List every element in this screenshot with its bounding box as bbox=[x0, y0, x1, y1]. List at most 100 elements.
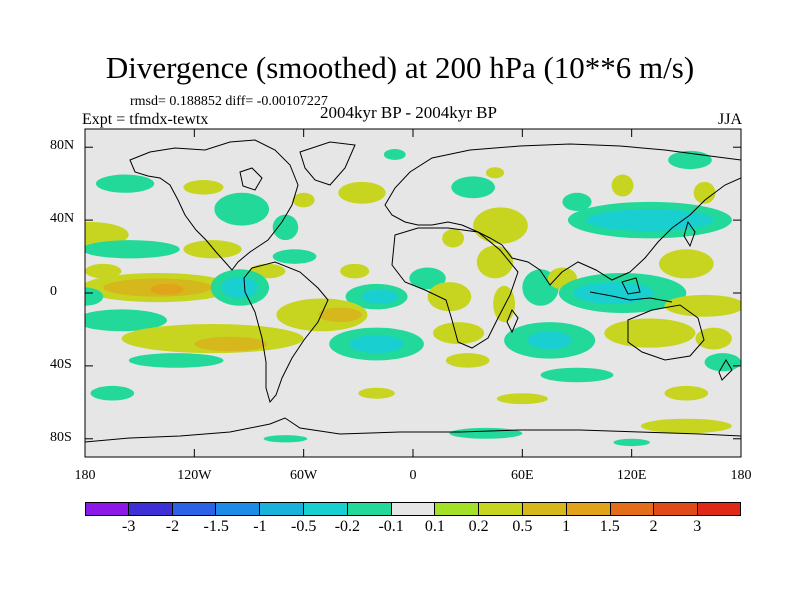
coastline-madagascar bbox=[506, 309, 519, 334]
contour-region bbox=[527, 331, 572, 350]
contour-region bbox=[445, 353, 490, 368]
season-label: JJA bbox=[718, 111, 743, 128]
contour-region bbox=[573, 282, 654, 304]
coastline-australia bbox=[627, 304, 705, 361]
latitude-tick-label: 80N bbox=[50, 138, 75, 154]
colorbar bbox=[85, 502, 741, 516]
colorbar-swatch bbox=[654, 502, 699, 516]
contour-region bbox=[668, 150, 712, 170]
longitude-tick-label: 180 bbox=[730, 468, 752, 483]
contour-region bbox=[194, 336, 268, 352]
longitude-tick-label: 180 bbox=[74, 468, 96, 483]
contour-region bbox=[586, 209, 714, 232]
colorbar-swatch bbox=[698, 502, 741, 516]
colorbar-swatch bbox=[216, 502, 261, 516]
rmsd-diff-stats: rmsd= 0.188852 diff= -0.00107227 bbox=[130, 94, 328, 109]
contour-region bbox=[183, 240, 242, 259]
colorbar-swatch bbox=[479, 502, 523, 516]
contour-region bbox=[263, 435, 308, 443]
contour-region bbox=[473, 207, 528, 244]
colorbar-level-label: 2 bbox=[649, 518, 658, 535]
contour-region bbox=[221, 276, 259, 299]
contour-region bbox=[183, 180, 224, 195]
latitude-tick-label: 0 bbox=[50, 284, 57, 299]
contour-region bbox=[318, 307, 362, 323]
contour-region bbox=[272, 249, 317, 264]
contour-region bbox=[128, 353, 224, 368]
contour-region bbox=[451, 176, 495, 199]
contour-region bbox=[604, 318, 696, 348]
coastline-hudson-bay bbox=[239, 167, 263, 191]
axis-ticks bbox=[84, 129, 742, 457]
longitude-tick-label: 120W bbox=[177, 468, 212, 483]
contour-region bbox=[272, 214, 299, 241]
colorbar-swatch bbox=[522, 502, 567, 516]
colorbar-swatch bbox=[260, 502, 304, 516]
contour-region bbox=[613, 438, 650, 447]
contour-region bbox=[540, 367, 614, 383]
contour-region bbox=[693, 181, 716, 204]
coastline-greenland bbox=[299, 141, 356, 186]
plot-title: Divergence (smoothed) at 200 hPa (10**6 … bbox=[105, 50, 695, 85]
contour-region bbox=[349, 334, 404, 354]
contour-region bbox=[85, 287, 104, 306]
colorbar-level-label: -0.2 bbox=[334, 518, 361, 535]
contour-region bbox=[442, 229, 465, 248]
colorbar-swatch bbox=[347, 502, 392, 516]
coastlines bbox=[85, 139, 741, 443]
colorbar-swatch bbox=[566, 502, 611, 516]
colorbar-level-label: -1 bbox=[253, 518, 267, 535]
colorbar-level-label: -0.5 bbox=[290, 518, 317, 535]
divergence-contours bbox=[85, 149, 741, 447]
contour-region bbox=[640, 418, 732, 434]
contour-region bbox=[95, 174, 155, 193]
colorbar-level-label: 3 bbox=[693, 518, 702, 535]
contour-region bbox=[340, 263, 370, 279]
colorbar-swatch bbox=[610, 502, 655, 516]
colorbar-swatch bbox=[85, 502, 129, 516]
latitude-tick-label: 40N bbox=[50, 211, 75, 227]
colorbar-swatch bbox=[128, 502, 173, 516]
contour-region bbox=[485, 167, 505, 179]
contour-region bbox=[214, 192, 270, 226]
colorbar-level-label: -2 bbox=[165, 518, 180, 535]
colorbar-level-label: 1 bbox=[562, 518, 571, 535]
contour-region bbox=[383, 149, 406, 160]
experiment-label: Expt = tfmdx-tewtx bbox=[82, 111, 209, 128]
contour-region bbox=[611, 174, 634, 197]
colorbar-level-label: -0.1 bbox=[378, 518, 404, 535]
coastline-borneo bbox=[621, 277, 641, 295]
colorbar-swatch bbox=[172, 502, 217, 516]
contour-region bbox=[433, 322, 485, 345]
latitude-tick-label: 40S bbox=[50, 356, 72, 372]
contour-region bbox=[664, 294, 741, 317]
contour-region bbox=[150, 283, 184, 295]
contour-region bbox=[90, 385, 135, 401]
colorbar-level-label: -1.5 bbox=[203, 518, 229, 535]
longitude-tick-label: 60E bbox=[511, 468, 534, 483]
colorbar-level-label: 0.5 bbox=[512, 518, 533, 535]
latitude-tick-label: 80S bbox=[50, 429, 72, 445]
colorbar-swatch bbox=[303, 502, 348, 516]
contour-region bbox=[361, 289, 399, 304]
contour-region bbox=[496, 393, 548, 405]
coastline-africa bbox=[391, 227, 519, 349]
contour-region bbox=[704, 353, 741, 372]
coastline-indonesia bbox=[589, 291, 673, 303]
contour-region bbox=[409, 267, 446, 290]
contour-region bbox=[85, 263, 122, 279]
coastline-new-zealand bbox=[718, 359, 733, 381]
coastline-japan bbox=[683, 220, 696, 248]
contour-region bbox=[338, 181, 386, 204]
time-period-label: 2004kyr BP - 2004kyr BP bbox=[320, 103, 497, 122]
contour-region bbox=[664, 385, 709, 401]
contour-region bbox=[695, 327, 732, 350]
contour-region bbox=[449, 427, 523, 439]
coastline-north-america bbox=[129, 139, 299, 271]
contour-region bbox=[476, 245, 514, 279]
contour-region bbox=[427, 282, 472, 312]
contour-region bbox=[358, 387, 395, 399]
colorbar-level-label: 0.2 bbox=[468, 518, 489, 535]
colorbar-swatch bbox=[435, 502, 480, 516]
